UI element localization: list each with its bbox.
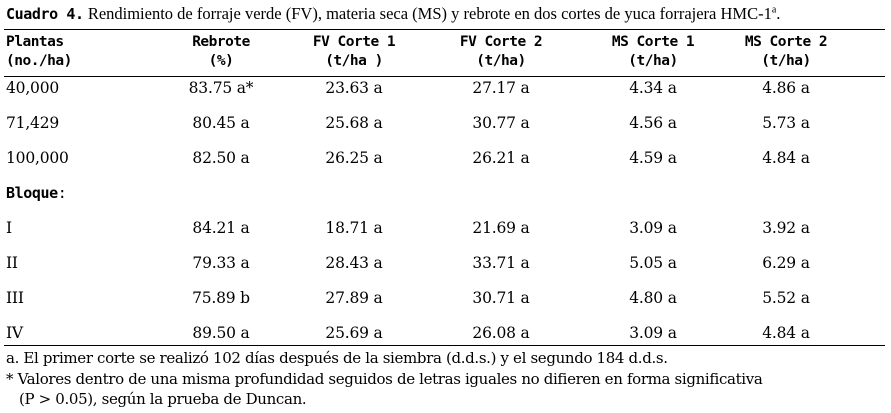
cell-fv1: 18.71 a: [325, 219, 383, 237]
caption-end: .: [776, 4, 781, 23]
table-row: 71,429 80.45 a 25.68 a 30.77 a 4.56 a 5.…: [0, 113, 891, 133]
header-fv1-line2: (t/ha ): [325, 53, 383, 69]
table-caption: Cuadro 4. Rendimiento de forraje verde (…: [6, 4, 886, 24]
top-rule: [4, 29, 885, 30]
cell-ms1: 4.34 a: [629, 79, 677, 97]
footnote-asterisk-continued: (P > 0.05), según la prueba de Duncan.: [19, 390, 307, 408]
table-row: III 75.89 b 27.89 a 30.71 a 4.80 a 5.52 …: [0, 288, 891, 308]
header-fv-corte-2: FV Corte 2 (t/ha): [459, 33, 543, 71]
cell-ms2: 4.84 a: [762, 324, 810, 342]
header-rebrote-line2: (%): [208, 53, 234, 69]
header-ms2-line1: MS Corte 2: [744, 34, 828, 50]
header-fv2-line2: (t/ha): [476, 53, 526, 69]
cell-ms1: 4.80 a: [629, 289, 677, 307]
section-label: Bloque: [6, 184, 58, 202]
cell-fv2: 27.17 a: [472, 79, 530, 97]
cell-ms1: 4.59 a: [629, 149, 677, 167]
cell-bloque: IV: [6, 324, 23, 342]
cell-fv2: 26.08 a: [472, 324, 530, 342]
cell-fv1: 23.63 a: [325, 79, 383, 97]
cell-ms2: 4.86 a: [762, 79, 810, 97]
cell-fv2: 30.71 a: [472, 289, 530, 307]
footnote-a: a. El primer corte se realizó 102 días d…: [6, 349, 668, 367]
cell-rebrote: 82.50 a: [192, 149, 250, 167]
table-row: 100,000 82.50 a 26.25 a 26.21 a 4.59 a 4…: [0, 148, 891, 168]
cell-fv2: 26.21 a: [472, 149, 530, 167]
cell-fv1: 25.69 a: [325, 324, 383, 342]
header-ms2-line2: (t/ha): [761, 53, 811, 69]
table-row: 40,000 83.75 a* 23.63 a 27.17 a 4.34 a 4…: [0, 78, 891, 98]
cell-plantas: 100,000: [6, 149, 69, 167]
cell-rebrote: 83.75 a*: [188, 79, 254, 97]
cell-ms1: 4.56 a: [629, 114, 677, 132]
cell-plantas: 40,000: [6, 79, 60, 97]
header-plantas: Plantas (no./ha): [6, 33, 72, 71]
header-plantas-line2: (no./ha): [6, 53, 72, 69]
header-fv2-line1: FV Corte 2: [459, 34, 543, 50]
bottom-rule: [4, 345, 885, 346]
table-row: II 79.33 a 28.43 a 33.71 a 5.05 a 6.29 a: [0, 253, 891, 273]
header-ms1-line1: MS Corte 1: [611, 34, 695, 50]
cell-fv1: 27.89 a: [325, 289, 383, 307]
cell-rebrote: 79.33 a: [192, 254, 250, 272]
caption-text: Rendimiento de forraje verde (FV), mater…: [83, 4, 772, 23]
cell-fv1: 26.25 a: [325, 149, 383, 167]
caption-superscript: a: [771, 4, 777, 16]
header-ms-corte-1: MS Corte 1 (t/ha): [611, 33, 695, 71]
header-rebrote-line1: Rebrote: [192, 34, 250, 50]
cell-ms2: 6.29 a: [762, 254, 810, 272]
cell-ms2: 4.84 a: [762, 149, 810, 167]
cell-ms2: 5.73 a: [762, 114, 810, 132]
cell-fv2: 21.69 a: [472, 219, 530, 237]
header-plantas-line1: Plantas: [6, 34, 64, 50]
cell-fv2: 30.77 a: [472, 114, 530, 132]
table-footnotes: a. El primer corte se realizó 102 días d…: [6, 348, 886, 410]
header-fv-corte-1: FV Corte 1 (t/ha ): [312, 33, 396, 71]
cell-ms2: 5.52 a: [762, 289, 810, 307]
header-fv1-line1: FV Corte 1: [312, 34, 396, 50]
cell-rebrote: 89.50 a: [192, 324, 250, 342]
cell-rebrote: 75.89 b: [192, 289, 250, 307]
header-ms-corte-2: MS Corte 2 (t/ha): [744, 33, 828, 71]
header-ms1-line2: (t/ha): [628, 53, 678, 69]
cell-rebrote: 80.45 a: [192, 114, 250, 132]
section-heading-bloque: Bloque:: [6, 183, 67, 203]
cell-fv1: 25.68 a: [325, 114, 383, 132]
caption-label: Cuadro 4.: [6, 5, 84, 23]
footnote-asterisk: * Valores dentro de una misma profundida…: [6, 369, 763, 388]
cell-bloque: II: [6, 254, 18, 272]
cell-ms2: 3.92 a: [762, 219, 810, 237]
cell-ms1: 5.05 a: [629, 254, 677, 272]
header-rule: [4, 76, 885, 77]
cell-plantas: 71,429: [6, 114, 60, 132]
section-colon: :: [57, 184, 67, 202]
table-row: IV 89.50 a 25.69 a 26.08 a 3.09 a 4.84 a: [0, 323, 891, 343]
table-row: I 84.21 a 18.71 a 21.69 a 3.09 a 3.92 a: [0, 218, 891, 238]
cell-ms1: 3.09 a: [629, 219, 677, 237]
cell-rebrote: 84.21 a: [192, 219, 250, 237]
cell-bloque: III: [6, 289, 24, 307]
cell-bloque: I: [6, 219, 12, 237]
header-rebrote: Rebrote (%): [192, 33, 250, 71]
cell-ms1: 3.09 a: [629, 324, 677, 342]
cell-fv2: 33.71 a: [472, 254, 530, 272]
cell-fv1: 28.43 a: [325, 254, 383, 272]
